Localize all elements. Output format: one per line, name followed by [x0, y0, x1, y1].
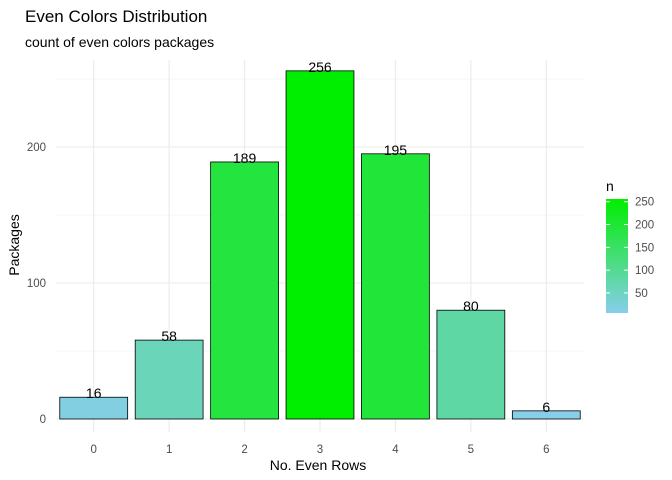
- bar-6: [511, 410, 581, 420]
- bar-1: [134, 339, 204, 420]
- x-tick-label: 0: [91, 444, 97, 456]
- bar-2: [210, 161, 279, 420]
- x-tick-label: 3: [317, 444, 323, 456]
- data-label-4: 195: [384, 142, 408, 158]
- x-tick-label: 2: [241, 444, 247, 456]
- bar-3: [285, 70, 355, 420]
- data-label-6: 6: [542, 399, 550, 415]
- chart-subtitle: count of even colors packages: [25, 34, 214, 50]
- legend-tick-label: 200: [635, 220, 654, 232]
- data-labels: 16 58 189 256 195 80 6: [86, 59, 550, 415]
- legend-ticks: 50 100 150 200 250: [606, 197, 654, 300]
- y-axis-title: Packages: [6, 214, 22, 275]
- legend-colorbar: [606, 199, 628, 313]
- y-tick-label: 0: [40, 414, 46, 426]
- bar-5: [436, 309, 506, 420]
- chart-title: Even Colors Distribution: [25, 7, 207, 26]
- y-axis-ticks: 0 100 200: [27, 142, 46, 426]
- data-label-2: 189: [233, 150, 257, 166]
- bars: [59, 70, 581, 420]
- data-label-0: 16: [86, 385, 102, 401]
- legend-tick-label: 50: [635, 288, 648, 300]
- y-tick-label: 100: [27, 278, 46, 290]
- legend-tick-label: 150: [635, 242, 654, 254]
- legend: n 50 100 150 200 250: [606, 178, 654, 313]
- x-axis-title: No. Even Rows: [270, 457, 366, 473]
- x-tick-label: 4: [392, 444, 399, 456]
- y-tick-label: 200: [27, 142, 46, 154]
- x-tick-label: 1: [166, 444, 172, 456]
- legend-title: n: [606, 178, 614, 194]
- bar-4: [361, 153, 430, 420]
- bar-0: [59, 396, 129, 420]
- x-tick-label: 5: [468, 444, 474, 456]
- x-axis-ticks: 0 1 2 3 4 5 6: [91, 444, 550, 456]
- legend-tick-label: 100: [635, 265, 654, 277]
- legend-tick-label: 250: [635, 197, 654, 209]
- x-tick-label: 6: [543, 444, 549, 456]
- data-label-3: 256: [308, 59, 332, 75]
- data-label-5: 80: [463, 298, 479, 314]
- data-label-1: 58: [161, 328, 177, 344]
